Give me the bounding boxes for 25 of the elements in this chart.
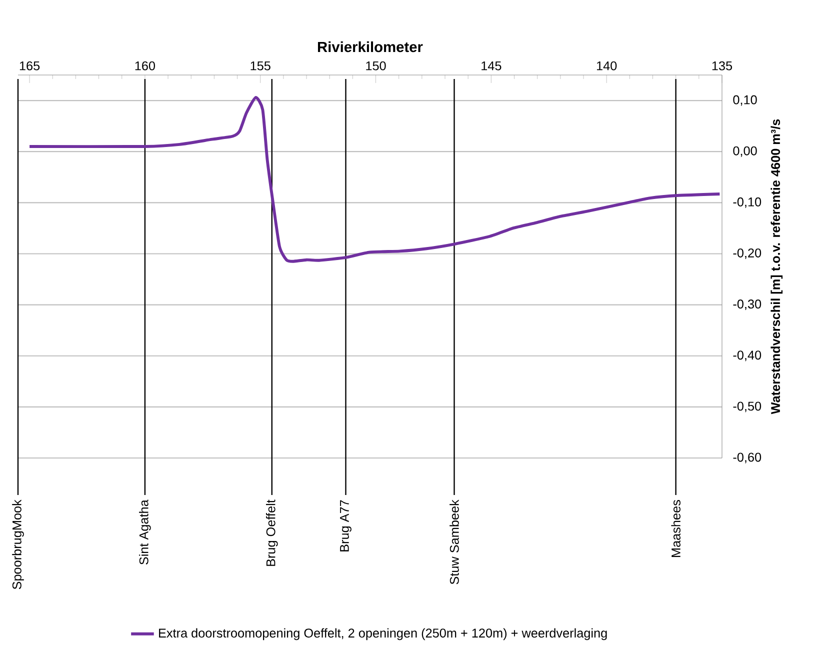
x-tick-label: 165	[20, 61, 40, 70]
y-tick-label: 0,10	[733, 95, 757, 106]
y-axis-title: Waterstandverschil [m] t.o.v. referentie 4600 m³/s	[770, 119, 783, 414]
y-tick-label: 0,00	[733, 146, 757, 157]
line-series	[28, 96, 722, 263]
x-tick-label: 160	[135, 61, 156, 70]
ref-line-label: Sint Agatha	[139, 500, 151, 564]
ref-line-label: Brug Oeffelt	[266, 500, 278, 566]
x-axis-title: Rivierkilometer	[318, 41, 423, 52]
ref-line-label: SpoorbrugMook	[12, 500, 24, 590]
y-tick-label: -0,60	[733, 452, 762, 464]
x-tick-label: 135	[712, 61, 732, 70]
legend-label: Extra doorstroomopening Oeffelt, 2 openingen (250m + 120m) + weerdverlaging	[159, 628, 607, 640]
ref-line-label: Brug A77	[340, 500, 352, 552]
y-tick-label: -0,40	[733, 350, 762, 362]
y-tick-label: -0,10	[733, 197, 762, 208]
x-tick-label: 145	[482, 61, 502, 70]
x-tick-label: 155	[250, 61, 270, 70]
ref-line-label: Stuw Sambeek	[450, 500, 459, 584]
x-tick-label: 140	[596, 61, 617, 70]
y-tick-label: -0,30	[733, 300, 762, 310]
ref-line-label: Maashees	[671, 500, 680, 557]
x-tick-label: 150	[366, 61, 386, 70]
y-tick-label: -0,20	[733, 248, 762, 259]
y-tick-label: -0,50	[733, 402, 762, 412]
